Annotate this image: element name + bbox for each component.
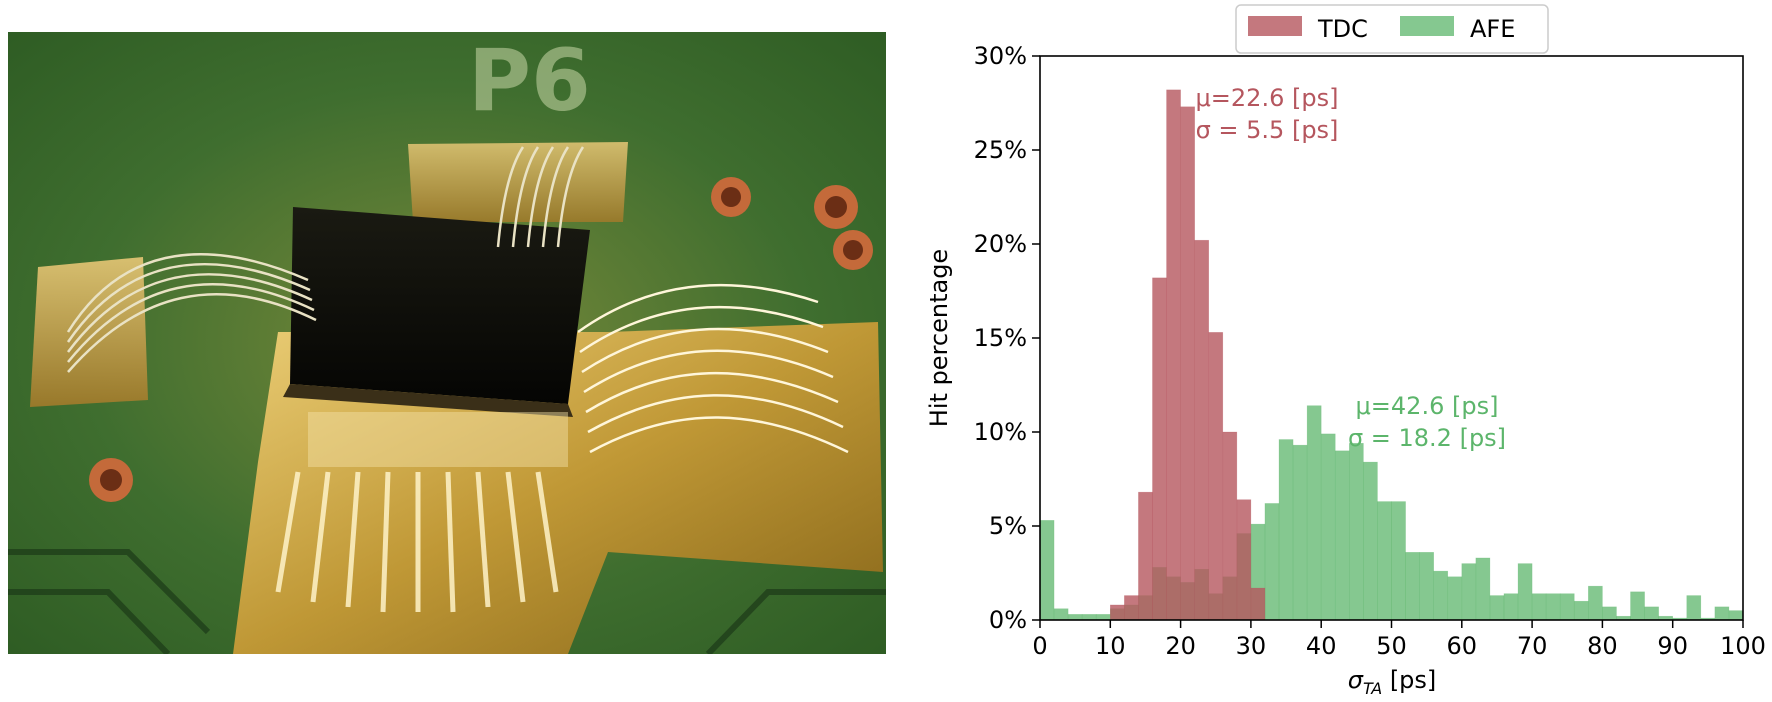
y-tick-label: 20%: [974, 230, 1027, 258]
bar-afe: [1320, 433, 1336, 621]
x-tick-label: 100: [1720, 632, 1766, 660]
series-tdc: [1110, 89, 1266, 621]
bar-afe: [1292, 444, 1308, 621]
gold-substrate: [233, 322, 883, 654]
pcb-traces: [8, 549, 886, 654]
bar-afe: [1489, 595, 1505, 621]
tdc-sigma-annotation: σ = 5.5 [ps]: [1196, 116, 1339, 144]
bar-afe: [1363, 461, 1378, 621]
bar-tdc: [1152, 277, 1167, 621]
bar-afe: [1095, 614, 1111, 621]
bar-tdc: [1180, 106, 1195, 621]
bar-afe: [1053, 608, 1069, 621]
x-tick-label: 60: [1447, 632, 1478, 660]
bar-afe: [1714, 606, 1730, 621]
legend-swatch-afe: [1400, 16, 1454, 36]
afe-sigma-annotation: σ = 18.2 [ps]: [1348, 424, 1506, 452]
bar-afe: [1644, 606, 1659, 621]
top-bond-pad: [408, 142, 628, 222]
x-tick-label: 40: [1306, 632, 1337, 660]
tdc-mean-annotation: μ=22.6 [ps]: [1196, 84, 1339, 112]
x-axis-label: σTA [ps]: [1348, 666, 1437, 698]
bar-tdc: [1124, 595, 1139, 621]
bar-tdc: [1110, 604, 1125, 621]
bar-afe: [1067, 614, 1083, 621]
x-axis-ticks: 0 10 20 30 40 50 60 70 80 90 100: [1032, 620, 1766, 660]
legend-swatch-tdc: [1248, 16, 1302, 36]
bar-afe: [1447, 576, 1463, 621]
bar-afe: [1686, 595, 1702, 621]
x-tick-label: 80: [1587, 632, 1618, 660]
bar-afe: [1039, 520, 1055, 621]
bar-afe: [1278, 439, 1294, 621]
bond-wires-top: [496, 146, 585, 248]
bar-afe: [1334, 450, 1350, 621]
bar-afe: [1545, 593, 1561, 621]
y-tick-label: 0%: [989, 606, 1027, 634]
legend-box: [1235, 4, 1549, 54]
x-tick-label: 90: [1657, 632, 1688, 660]
bar-tdc: [1236, 499, 1252, 621]
y-tick-label: 10%: [974, 418, 1027, 446]
bar-tdc: [1194, 239, 1210, 621]
pad-ring: [308, 412, 568, 467]
x-tick-label: 30: [1236, 632, 1267, 660]
x-tick-label: 70: [1517, 632, 1548, 660]
x-tick-label: 20: [1165, 632, 1196, 660]
bar-afe: [1405, 552, 1420, 621]
bar-afe: [1630, 591, 1645, 621]
bar-afe: [1349, 442, 1364, 621]
bar-tdc: [1208, 332, 1224, 621]
afe-mean-annotation: μ=42.6 [ps]: [1356, 392, 1499, 420]
bar-afe: [1081, 614, 1097, 621]
bar-afe: [1264, 503, 1280, 621]
bar-afe: [1306, 405, 1322, 621]
x-tick-label: 10: [1095, 632, 1126, 660]
legend: TDC AFE: [1235, 4, 1549, 54]
bar-afe: [1503, 593, 1519, 621]
bar-afe: [1559, 593, 1575, 621]
lead-fingers: [275, 471, 559, 613]
histogram-chart: TDC AFE 0 10 20 30 40 50 60 70 80 90 100 0% 5% 10% 15…: [925, 4, 1766, 698]
bar-afe: [1728, 610, 1744, 621]
bar-tdc: [1138, 491, 1153, 621]
y-axis-label: Hit percentage: [925, 249, 953, 427]
y-tick-label: 30%: [974, 42, 1027, 70]
legend-label-afe: AFE: [1470, 15, 1515, 43]
bar-afe: [1475, 557, 1491, 621]
bar-afe: [1531, 593, 1547, 621]
bar-afe: [1588, 585, 1603, 621]
silkscreen-label: P6: [468, 32, 591, 131]
bar-afe: [1461, 563, 1477, 621]
legend-label-tdc: TDC: [1317, 15, 1368, 43]
chip-photo: P6: [8, 32, 886, 654]
silicon-die: [290, 207, 590, 404]
y-tick-label: 5%: [989, 512, 1027, 540]
x-tick-label: 0: [1032, 632, 1047, 660]
bar-afe: [1602, 606, 1617, 621]
via-holes: [89, 177, 873, 502]
bar-afe: [1573, 600, 1589, 621]
bar-tdc: [1222, 431, 1238, 621]
bond-wires-right: [577, 283, 849, 454]
bar-tdc: [1250, 587, 1266, 621]
y-axis-ticks: 0% 5% 10% 15% 20% 25% 30%: [974, 42, 1040, 634]
bar-afe: [1377, 501, 1392, 621]
x-tick-label: 50: [1376, 632, 1407, 660]
left-bond-pad: [30, 257, 148, 407]
bar-tdc: [1166, 89, 1181, 621]
y-tick-label: 15%: [974, 324, 1027, 352]
histogram-bars: [1039, 89, 1744, 621]
bar-afe: [1419, 552, 1434, 621]
bar-afe: [1433, 570, 1449, 621]
bar-afe: [1517, 563, 1533, 621]
bond-wires-left: [66, 253, 317, 373]
y-tick-label: 25%: [974, 136, 1027, 164]
bar-afe: [1391, 501, 1406, 621]
